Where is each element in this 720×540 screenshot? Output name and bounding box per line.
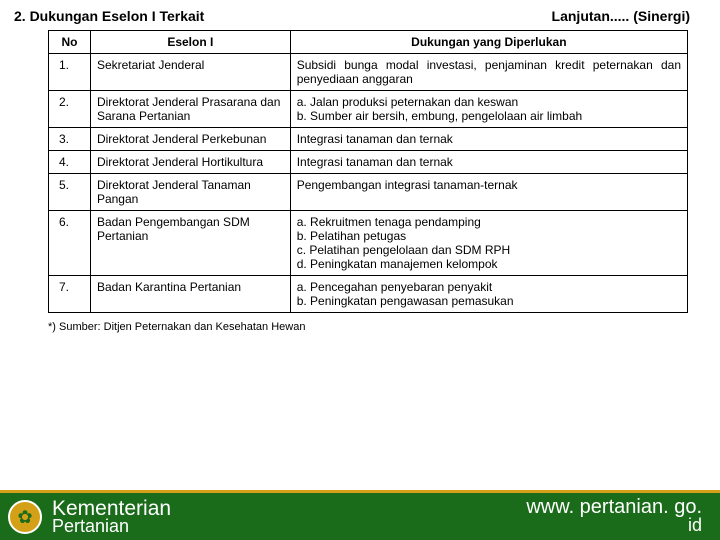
table-header-row: No Eselon I Dukungan yang Diperlukan xyxy=(49,31,688,54)
cell-no: 4. xyxy=(49,151,91,174)
cell-eselon: Direktorat Jenderal Prasarana dan Sarana… xyxy=(90,91,290,128)
cell-dukungan: Subsidi bunga modal investasi, penjamina… xyxy=(290,54,687,91)
table-row: 7.Badan Karantina Pertaniana. Pencegahan… xyxy=(49,276,688,313)
cell-dukungan: a. Jalan produksi peternakan dan keswanb… xyxy=(290,91,687,128)
footer-title-wrap: Kementerian Pertanian xyxy=(52,498,171,535)
leaf-icon: ✿ xyxy=(17,508,32,526)
table-row: 5.Direktorat Jenderal Tanaman PanganPeng… xyxy=(49,174,688,211)
cell-eselon: Sekretariat Jenderal xyxy=(90,54,290,91)
table-row: 1.Sekretariat JenderalSubsidi bunga moda… xyxy=(49,54,688,91)
col-header-dukungan: Dukungan yang Diperlukan xyxy=(290,31,687,54)
footer-url-sub: id xyxy=(526,515,702,536)
cell-dukungan: Integrasi tanaman dan ternak xyxy=(290,128,687,151)
table-row: 3.Direktorat Jenderal PerkebunanIntegras… xyxy=(49,128,688,151)
cell-no: 7. xyxy=(49,276,91,313)
cell-eselon: Direktorat Jenderal Perkebunan xyxy=(90,128,290,151)
table-row: 4.Direktorat Jenderal HortikulturaIntegr… xyxy=(49,151,688,174)
col-header-no: No xyxy=(49,31,91,54)
cell-no: 5. xyxy=(49,174,91,211)
footnote: *) Sumber: Ditjen Peternakan dan Kesehat… xyxy=(48,321,720,333)
cell-no: 6. xyxy=(49,211,91,276)
table-row: 6.Badan Pengembangan SDM Pertaniana. Rek… xyxy=(49,211,688,276)
cell-no: 1. xyxy=(49,54,91,91)
section-continuation: Lanjutan..... (Sinergi) xyxy=(552,8,690,24)
cell-dukungan: a. Pencegahan penyebaran penyakitb. Peni… xyxy=(290,276,687,313)
cell-no: 3. xyxy=(49,128,91,151)
cell-dukungan: Pengembangan integrasi tanaman-ternak xyxy=(290,174,687,211)
footer-url: www. pertanian. go. xyxy=(526,497,702,517)
table-row: 2.Direktorat Jenderal Prasarana dan Sara… xyxy=(49,91,688,128)
footer-left: ✿ Kementerian Pertanian xyxy=(8,498,526,535)
section-title: 2. Dukungan Eselon I Terkait xyxy=(14,8,204,24)
footer-bar: ✿ Kementerian Pertanian www. pertanian. … xyxy=(0,490,720,540)
footer-right: www. pertanian. go. id xyxy=(526,497,702,536)
col-header-eselon: Eselon I xyxy=(90,31,290,54)
cell-dukungan: a. Rekruitmen tenaga pendampingb. Pelati… xyxy=(290,211,687,276)
cell-eselon: Badan Karantina Pertanian xyxy=(90,276,290,313)
cell-dukungan: Integrasi tanaman dan ternak xyxy=(290,151,687,174)
cell-eselon: Direktorat Jenderal Hortikultura xyxy=(90,151,290,174)
cell-eselon: Badan Pengembangan SDM Pertanian xyxy=(90,211,290,276)
ministry-logo: ✿ xyxy=(8,500,42,534)
slide-header: 2. Dukungan Eselon I Terkait Lanjutan...… xyxy=(0,0,720,30)
support-table: No Eselon I Dukungan yang Diperlukan 1.S… xyxy=(48,30,688,313)
cell-eselon: Direktorat Jenderal Tanaman Pangan xyxy=(90,174,290,211)
cell-no: 2. xyxy=(49,91,91,128)
